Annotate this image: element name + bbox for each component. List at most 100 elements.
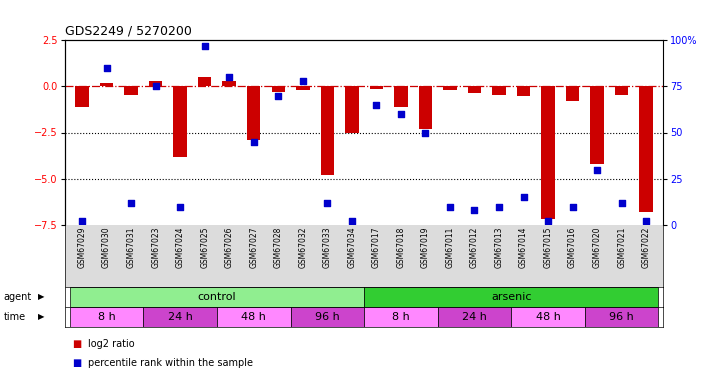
Bar — [566, 86, 579, 101]
Point — [616, 200, 627, 206]
Point — [76, 218, 88, 224]
Point — [371, 102, 382, 108]
Bar — [364, 287, 658, 307]
Text: GSM67023: GSM67023 — [151, 227, 160, 268]
Bar — [272, 86, 285, 92]
Bar — [75, 86, 89, 106]
Text: GSM67030: GSM67030 — [102, 227, 111, 268]
Bar — [370, 86, 383, 89]
Bar — [99, 82, 113, 86]
Bar — [468, 86, 481, 93]
Text: 24 h: 24 h — [462, 312, 487, 322]
Bar — [247, 86, 260, 140]
Text: GSM67022: GSM67022 — [642, 227, 650, 268]
Text: ■: ■ — [72, 339, 81, 349]
Text: GSM67020: GSM67020 — [593, 227, 601, 268]
Bar — [291, 307, 364, 327]
Point — [248, 139, 260, 145]
Bar — [438, 307, 511, 327]
Bar — [296, 86, 309, 90]
Point — [297, 78, 309, 84]
Point — [444, 204, 456, 210]
Text: 96 h: 96 h — [315, 312, 340, 322]
Text: GSM67019: GSM67019 — [421, 227, 430, 268]
Point — [395, 111, 407, 117]
Bar — [198, 77, 211, 86]
Bar — [143, 307, 217, 327]
Bar — [321, 86, 334, 175]
Text: GSM67017: GSM67017 — [372, 227, 381, 268]
Point — [469, 207, 480, 213]
Bar — [511, 307, 585, 327]
Text: GSM67021: GSM67021 — [617, 227, 626, 268]
Point — [174, 204, 186, 210]
Text: GSM67031: GSM67031 — [127, 227, 136, 268]
Bar — [149, 81, 162, 86]
Point — [150, 83, 162, 89]
Bar — [590, 86, 604, 164]
Point — [640, 218, 652, 224]
Text: GSM67018: GSM67018 — [397, 227, 405, 268]
Bar — [443, 86, 456, 90]
Point — [125, 200, 137, 206]
Point — [224, 74, 235, 80]
Bar — [70, 307, 143, 327]
Bar — [541, 86, 554, 219]
Text: ■: ■ — [72, 358, 81, 368]
Text: 8 h: 8 h — [392, 312, 410, 322]
Bar — [345, 86, 358, 132]
Text: GSM67011: GSM67011 — [446, 227, 454, 268]
Text: control: control — [198, 292, 236, 302]
Text: 96 h: 96 h — [609, 312, 634, 322]
Bar — [394, 86, 407, 106]
Text: GSM67033: GSM67033 — [323, 227, 332, 268]
Text: percentile rank within the sample: percentile rank within the sample — [88, 358, 253, 368]
Point — [493, 204, 505, 210]
Bar — [492, 86, 505, 94]
Point — [567, 204, 578, 210]
Point — [273, 93, 284, 99]
Text: GSM67012: GSM67012 — [470, 227, 479, 268]
Text: time: time — [4, 312, 26, 322]
Text: GSM67027: GSM67027 — [249, 227, 258, 268]
Text: GSM67016: GSM67016 — [568, 227, 577, 268]
Bar — [585, 307, 658, 327]
Text: GSM67013: GSM67013 — [495, 227, 503, 268]
Point — [322, 200, 333, 206]
Text: log2 ratio: log2 ratio — [88, 339, 135, 349]
Text: 24 h: 24 h — [168, 312, 193, 322]
Bar — [217, 307, 291, 327]
Text: GSM67025: GSM67025 — [200, 227, 209, 268]
Bar — [615, 86, 629, 94]
Point — [101, 65, 112, 71]
Bar — [174, 86, 187, 156]
Point — [542, 218, 554, 224]
Point — [346, 218, 358, 224]
Bar — [70, 287, 364, 307]
Text: GSM67032: GSM67032 — [298, 227, 307, 268]
Text: 8 h: 8 h — [98, 312, 115, 322]
Point — [591, 166, 603, 172]
Text: GSM67014: GSM67014 — [519, 227, 528, 268]
Text: agent: agent — [4, 292, 32, 302]
Text: arsenic: arsenic — [491, 292, 531, 302]
Bar — [640, 86, 653, 212]
Text: GDS2249 / 5270200: GDS2249 / 5270200 — [65, 24, 192, 38]
Text: GSM67015: GSM67015 — [544, 227, 552, 268]
Text: GSM67026: GSM67026 — [225, 227, 234, 268]
Text: GSM67024: GSM67024 — [176, 227, 185, 268]
Point — [199, 42, 211, 48]
Point — [518, 194, 529, 200]
Text: GSM67029: GSM67029 — [78, 227, 87, 268]
Text: GSM67034: GSM67034 — [348, 227, 356, 268]
Bar — [419, 86, 432, 129]
Bar — [364, 307, 438, 327]
Text: ▶: ▶ — [37, 292, 44, 302]
Point — [420, 129, 431, 135]
Text: 48 h: 48 h — [242, 312, 266, 322]
Text: 48 h: 48 h — [536, 312, 560, 322]
Bar — [124, 86, 138, 94]
Bar — [517, 86, 530, 96]
Text: GSM67028: GSM67028 — [274, 227, 283, 268]
Text: ▶: ▶ — [37, 312, 44, 321]
